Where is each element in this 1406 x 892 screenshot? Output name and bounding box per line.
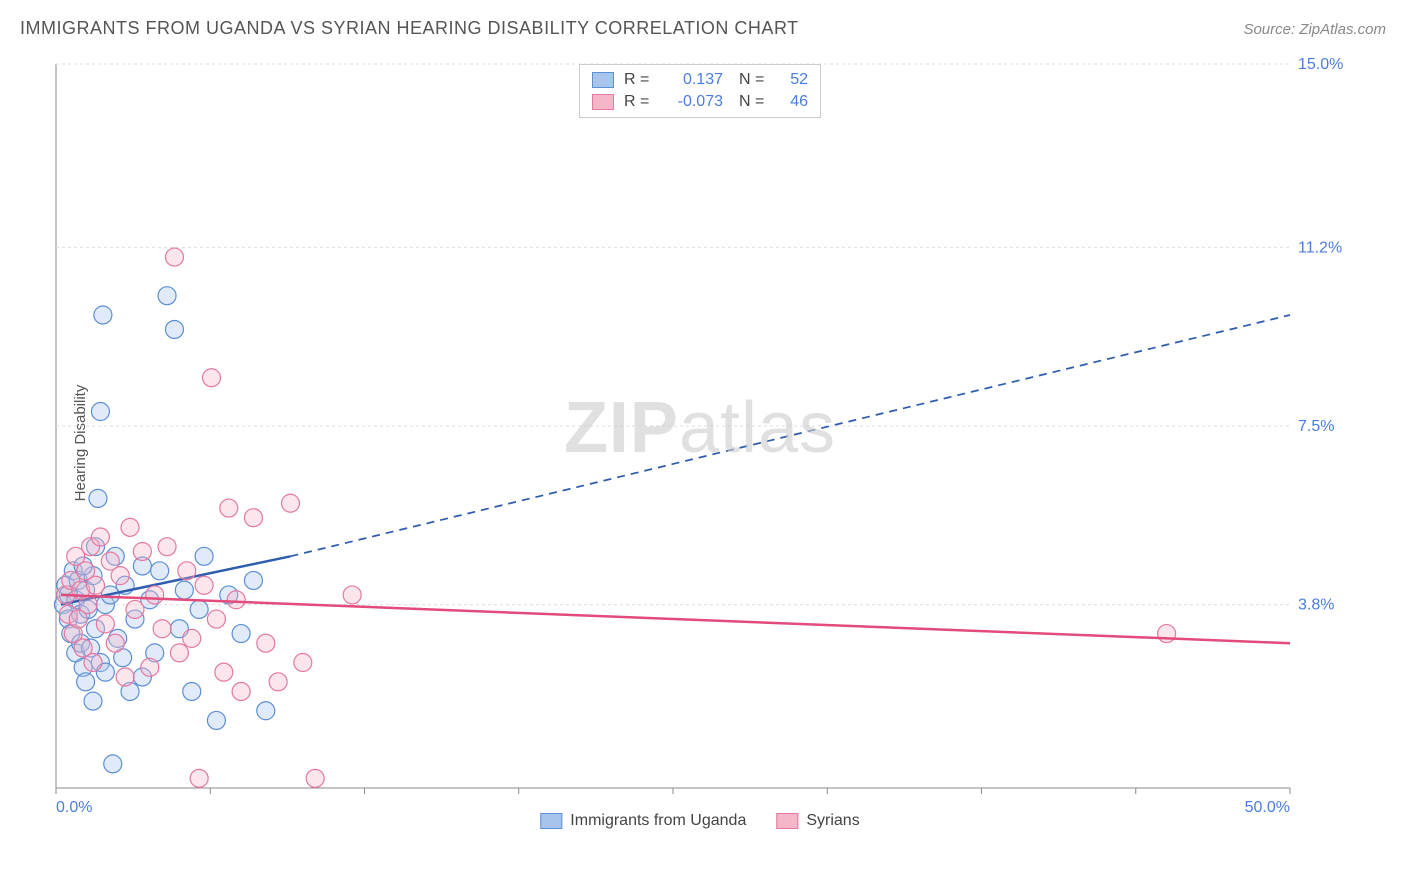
r-label: R = [624, 93, 659, 111]
legend-series-label: Immigrants from Uganda [570, 812, 746, 830]
svg-text:0.0%: 0.0% [56, 799, 92, 816]
r-label: R = [624, 71, 659, 89]
legend-correlation-row: R =-0.073 N =46 [592, 91, 808, 113]
svg-text:3.8%: 3.8% [1298, 597, 1334, 614]
r-value: -0.073 [663, 93, 723, 111]
svg-text:50.0%: 50.0% [1245, 799, 1290, 816]
scatter-plot: 3.8% 7.5% 11.2% 15.0% 0.0% 50.0% [50, 58, 1350, 828]
chart-area: Hearing Disability ZIPatlas 3.8%7.5%11.2… [50, 58, 1350, 828]
legend-swatch [592, 72, 614, 88]
legend-series-item: Immigrants from Uganda [540, 812, 746, 830]
legend-series-label: Syrians [806, 812, 859, 830]
source-label: Source: ZipAtlas.com [1243, 21, 1386, 38]
legend-swatch [592, 94, 614, 110]
svg-text:11.2%: 11.2% [1298, 239, 1342, 256]
n-label: N = [739, 93, 774, 111]
n-value: 52 [778, 71, 808, 89]
legend-series-item: Syrians [776, 812, 859, 830]
svg-text:7.5%: 7.5% [1298, 418, 1334, 435]
legend-correlation: R =0.137 N =52 R =-0.073 N =46 [579, 64, 821, 118]
r-value: 0.137 [663, 71, 723, 89]
legend-series: Immigrants from Uganda Syrians [540, 812, 859, 830]
legend-swatch [776, 813, 798, 829]
n-value: 46 [778, 93, 808, 111]
legend-correlation-row: R =0.137 N =52 [592, 69, 808, 91]
legend-swatch [540, 813, 562, 829]
chart-title: IMMIGRANTS FROM UGANDA VS SYRIAN HEARING… [20, 18, 799, 39]
n-label: N = [739, 71, 774, 89]
svg-text:15.0%: 15.0% [1298, 58, 1343, 73]
